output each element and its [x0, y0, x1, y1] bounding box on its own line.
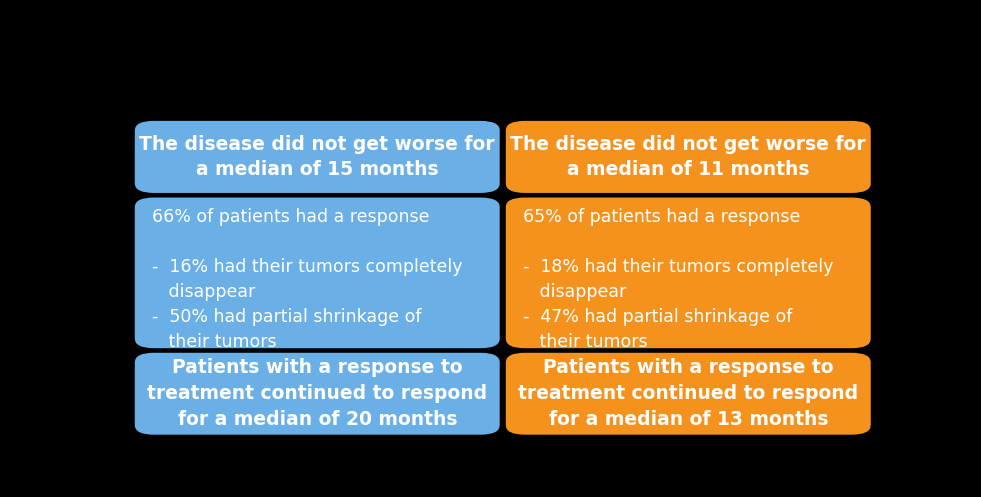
Text: 66% of patients had a response

-  16% had their tumors completely
   disappear
: 66% of patients had a response - 16% had…: [151, 208, 462, 351]
FancyBboxPatch shape: [134, 121, 499, 193]
Text: Patients with a response to
treatment continued to respond
for a median of 20 mo: Patients with a response to treatment co…: [147, 358, 488, 429]
FancyBboxPatch shape: [506, 121, 871, 193]
Text: The disease did not get worse for
a median of 15 months: The disease did not get worse for a medi…: [139, 135, 495, 179]
FancyBboxPatch shape: [506, 353, 871, 435]
FancyBboxPatch shape: [134, 353, 499, 435]
FancyBboxPatch shape: [506, 197, 871, 348]
Text: 65% of patients had a response

-  18% had their tumors completely
   disappear
: 65% of patients had a response - 18% had…: [523, 208, 833, 351]
Text: The disease did not get worse for
a median of 11 months: The disease did not get worse for a medi…: [510, 135, 866, 179]
FancyBboxPatch shape: [134, 197, 499, 348]
Text: Patients with a response to
treatment continued to respond
for a median of 13 mo: Patients with a response to treatment co…: [518, 358, 858, 429]
